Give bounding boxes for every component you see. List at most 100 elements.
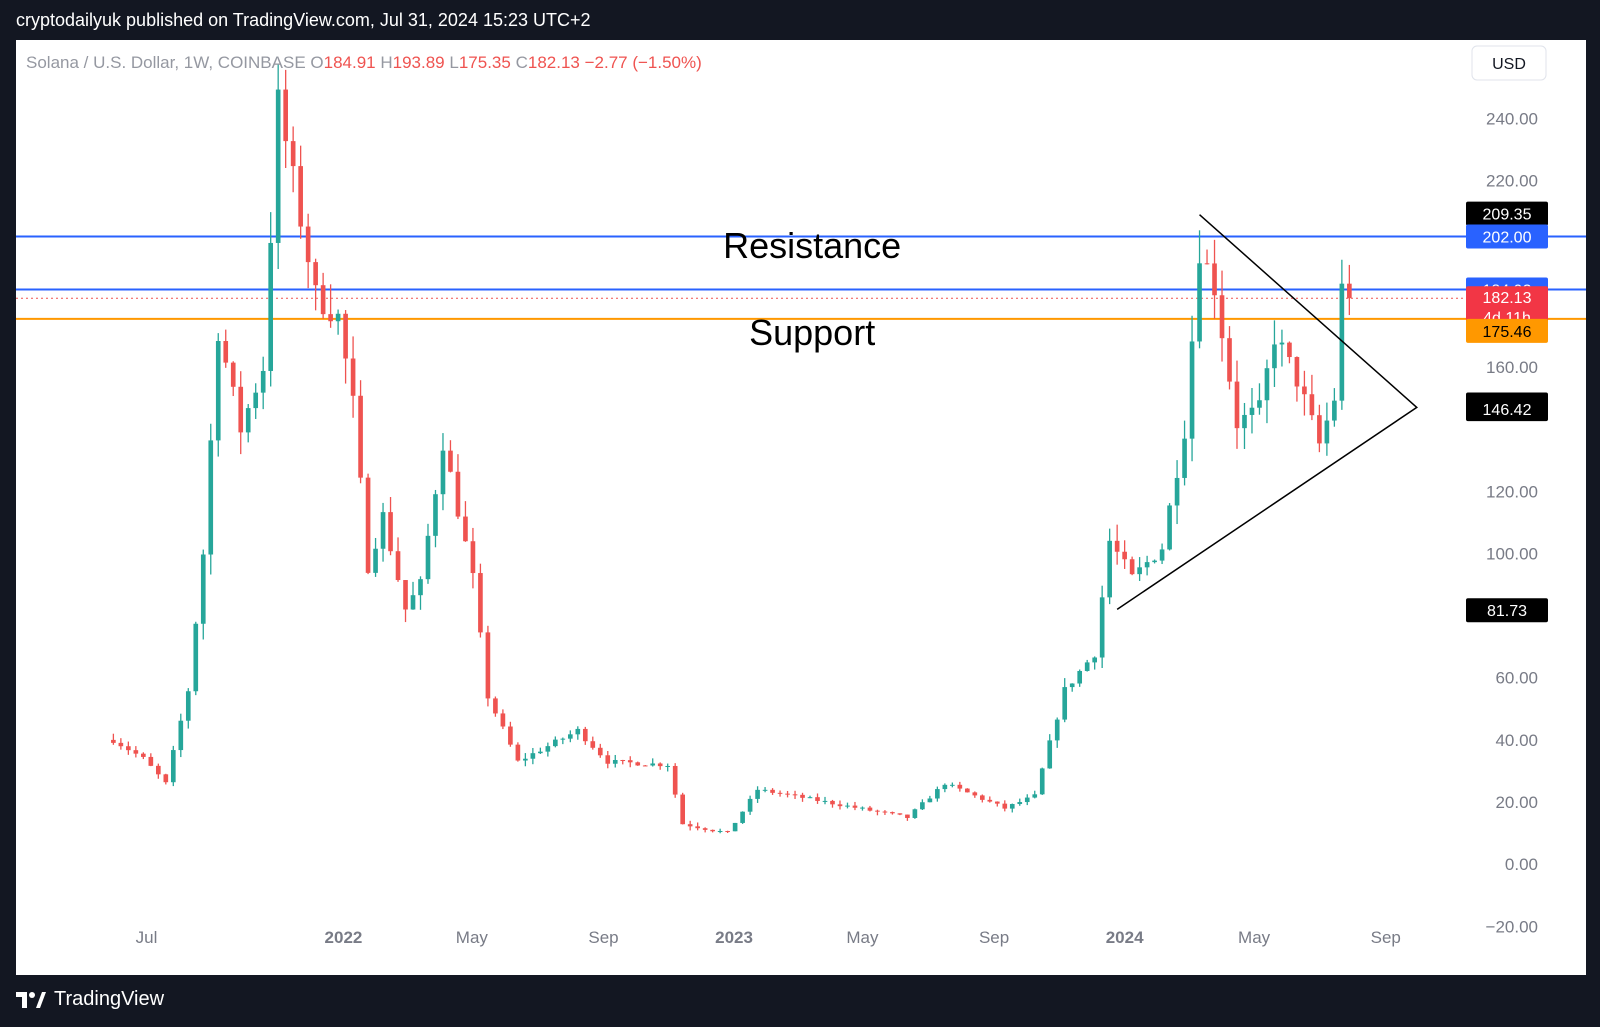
y-tick-label: 60.00: [1495, 669, 1538, 688]
currency-button[interactable]: USD: [1471, 45, 1547, 81]
price-tag-bg: [1466, 201, 1548, 226]
candle-body: [163, 774, 169, 783]
price-tag: 209.35: [1466, 201, 1548, 226]
price-tag-bg: [1466, 598, 1548, 623]
candle-body: [148, 756, 154, 766]
x-tick-label: May: [456, 928, 489, 947]
candle-body: [245, 408, 251, 433]
candle-body: [567, 734, 573, 739]
candle-body: [1024, 797, 1030, 803]
candle-body: [388, 512, 393, 552]
chart-panel[interactable]: Resistance Support Solana / U.S. Dollar, …: [16, 40, 1586, 975]
candle-body: [260, 370, 266, 393]
price-tag-bg: [1466, 286, 1548, 329]
candle-body: [845, 805, 850, 807]
x-tick-label: 2024: [1106, 928, 1144, 947]
candle-body: [1204, 263, 1210, 265]
candle-body: [935, 789, 940, 799]
candle-body: [612, 760, 618, 764]
candle-body: [111, 739, 116, 743]
candle-body: [635, 762, 641, 766]
candle-body: [1249, 407, 1255, 415]
candle-body: [597, 747, 603, 756]
candle-body: [1302, 386, 1307, 395]
candle-body: [1114, 540, 1120, 552]
candle-body: [1174, 477, 1180, 506]
candle-body: [208, 440, 214, 555]
candle-body: [193, 623, 199, 692]
candle-body: [755, 789, 760, 799]
candle-body: [238, 386, 244, 433]
candle-body: [133, 750, 139, 754]
candle-body: [126, 746, 131, 751]
candle-body: [1219, 295, 1225, 339]
candle-body: [463, 516, 468, 542]
candle-body: [860, 807, 865, 809]
candle-body: [912, 809, 918, 818]
candle-body: [695, 826, 700, 829]
candle-body: [1167, 505, 1172, 550]
candle-body: [1054, 719, 1060, 741]
candle-body: [373, 548, 378, 573]
candle-body: [1099, 597, 1105, 658]
candle-body: [433, 494, 438, 536]
candle-body: [1144, 562, 1150, 568]
candle-body: [747, 798, 753, 812]
candle-body: [178, 720, 184, 751]
tradingview-logo-icon: [16, 991, 46, 1008]
x-tick-label: May: [846, 928, 879, 947]
candle-body: [545, 746, 551, 752]
currency-label: USD: [1492, 56, 1526, 73]
symbol-info: Solana / U.S. Dollar, 1W, COINBASE O184.…: [26, 53, 702, 72]
candle-body: [358, 395, 363, 478]
candle-body: [1152, 560, 1157, 563]
candle-body: [560, 738, 566, 740]
candle-body: [785, 793, 790, 795]
support-label: Support: [749, 312, 875, 353]
candle-body: [740, 811, 745, 823]
y-tick-label: 0.00: [1505, 855, 1538, 874]
footer-brand: TradingView: [16, 988, 164, 1011]
candle-body: [852, 805, 858, 808]
candle-body: [156, 765, 161, 775]
candle-body: [1084, 662, 1090, 671]
price-tag-bg: [1466, 224, 1548, 249]
candle-body: [665, 765, 671, 767]
candle-body: [972, 792, 978, 796]
candle-body: [1317, 415, 1322, 444]
y-tick-label: 120.00: [1486, 482, 1538, 501]
candle-body: [792, 794, 798, 796]
candle-body: [305, 226, 311, 263]
price-tag-value: 209.35: [1483, 207, 1532, 224]
y-tick-label: 220.00: [1486, 172, 1538, 191]
price-tag-bg: [1466, 397, 1548, 422]
candle-body: [365, 477, 371, 573]
candle-body: [455, 471, 461, 517]
x-tick-label: 2023: [715, 928, 753, 947]
candle-body: [1077, 670, 1083, 684]
candle-body: [1039, 768, 1045, 795]
candle-body: [1324, 420, 1330, 444]
candle-body: [942, 784, 948, 790]
candle-body: [1032, 794, 1038, 798]
candle-body: [320, 285, 326, 315]
candle-body: [440, 450, 446, 495]
candle-body: [890, 812, 895, 814]
candle-body: [1287, 342, 1292, 358]
candle-body: [815, 797, 820, 801]
candle-body: [710, 829, 715, 832]
candle-body: [478, 573, 483, 633]
candle-body: [920, 802, 925, 810]
resistance-label: Resistance: [723, 225, 901, 266]
candle-body: [298, 166, 303, 227]
candle-body: [1017, 802, 1023, 805]
candle-body: [897, 813, 903, 815]
x-tick-label: 2022: [325, 928, 363, 947]
candle-body: [350, 358, 356, 396]
candle-body: [448, 450, 453, 472]
y-tick-label: 240.00: [1486, 109, 1538, 128]
candle-body: [1122, 551, 1127, 560]
price-chart[interactable]: Resistance Support Solana / U.S. Dollar, …: [16, 40, 1586, 975]
candle-body: [403, 580, 408, 610]
candle-body: [1189, 341, 1195, 439]
